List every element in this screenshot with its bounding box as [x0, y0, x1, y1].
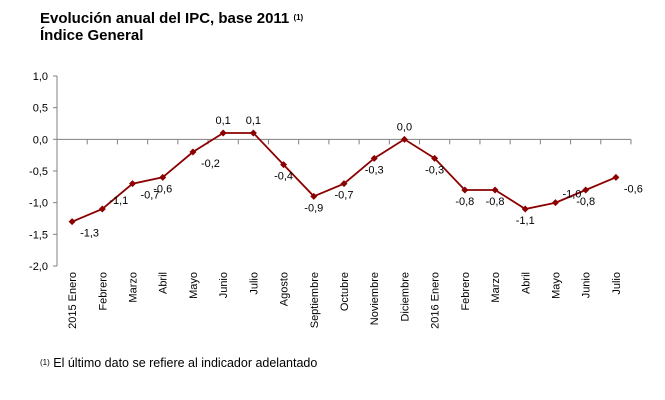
x-tick-label: Febrero: [460, 272, 472, 311]
y-tick-label: -0,5: [29, 166, 48, 178]
data-label: -0,7: [141, 190, 160, 202]
x-tick-label: Junio: [218, 272, 230, 298]
data-point: [280, 161, 288, 169]
data-label: -0,3: [425, 164, 444, 176]
data-point: [612, 173, 620, 181]
data-label: -0,8: [576, 196, 595, 208]
data-point: [68, 218, 76, 226]
data-point: [551, 199, 559, 207]
data-label: -0,7: [335, 190, 354, 202]
data-label: -1,1: [516, 215, 535, 227]
x-tick-label: Abril: [158, 272, 170, 294]
x-tick-label: Agosto: [279, 272, 291, 306]
title-footnote-mark: (1): [293, 13, 304, 22]
footnote: (1) El último dato se refiere al indicad…: [40, 356, 317, 370]
x-tick-label: Abril: [520, 272, 532, 294]
x-tick-label: Mayo: [550, 272, 562, 299]
y-tick-label: -1,0: [29, 198, 48, 210]
x-tick-label: Septiembre: [309, 272, 321, 328]
data-label: -0,2: [201, 158, 220, 170]
x-tick-label: Octubre: [339, 272, 351, 311]
y-tick-label: -1,5: [29, 229, 48, 241]
data-point: [219, 129, 227, 137]
x-tick-label: Marzo: [128, 272, 140, 303]
data-point: [370, 154, 378, 162]
x-tick-label: Julio: [611, 272, 623, 295]
data-point: [431, 154, 439, 162]
x-tick-label: Marzo: [490, 272, 502, 303]
data-label: 0,1: [216, 115, 231, 127]
data-point: [159, 173, 167, 181]
y-tick-label: 1,0: [33, 71, 48, 83]
data-point: [582, 186, 590, 194]
x-tick-label: Julio: [248, 272, 260, 295]
data-label: -1,1: [109, 195, 128, 207]
data-point: [400, 135, 408, 143]
data-label: 0,1: [246, 115, 261, 127]
y-tick-label: 0,0: [33, 134, 48, 146]
x-tick-label: 2016 Enero: [430, 272, 442, 329]
data-label: -0,3: [365, 164, 384, 176]
x-tick-label: Mayo: [188, 272, 200, 299]
chart-title: Evolución anual del IPC, base 2011 (1): [40, 10, 303, 28]
data-label: -1,0: [562, 189, 581, 201]
y-tick-label: 0,5: [33, 103, 48, 115]
data-label: -0,6: [153, 183, 172, 195]
data-point: [340, 180, 348, 188]
data-label: 0,0: [397, 121, 412, 133]
data-point: [249, 129, 257, 137]
data-label: -0,8: [486, 196, 505, 208]
data-label: -0,9: [304, 202, 323, 214]
data-label: -0,4: [274, 171, 293, 183]
data-label: -1,3: [80, 228, 99, 240]
data-point: [129, 180, 137, 188]
x-tick-label: Diciembre: [399, 272, 411, 322]
series-line: [71, 132, 617, 223]
data-point: [491, 186, 499, 194]
data-point: [189, 148, 197, 156]
footnote-mark: (1): [40, 358, 50, 367]
data-point: [461, 186, 469, 194]
x-tick-label: 2015 Enero: [67, 272, 79, 329]
data-label: -0,6: [624, 183, 643, 195]
chart-subtitle: Índice General: [40, 27, 144, 44]
y-tick-label: -2,0: [29, 261, 48, 273]
data-label: -0,8: [455, 196, 474, 208]
data-point: [98, 205, 106, 213]
x-tick-label: Febrero: [97, 272, 109, 311]
x-tick-label: Noviembre: [369, 272, 381, 325]
chart-title-text: Evolución anual del IPC, base 2011: [40, 10, 290, 27]
data-point: [310, 192, 318, 200]
data-point: [521, 205, 529, 213]
x-tick-label: Junio: [581, 272, 593, 298]
footnote-text: El último dato se refiere al indicador a…: [53, 356, 318, 370]
